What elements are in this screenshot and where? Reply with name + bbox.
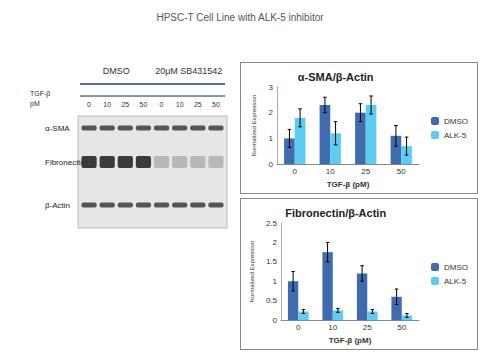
html-text:HPSC-T Cell Line with ALK-5 in: HPSC-T Cell Line with ALK-5 inhibitor — [156, 12, 324, 23]
svg-text:DMSO: DMSO — [103, 66, 130, 76]
svg-text:pM: pM — [30, 100, 40, 108]
svg-text:1: 1 — [269, 134, 274, 143]
svg-text:ALK-5: ALK-5 — [444, 131, 467, 140]
svg-text:10: 10 — [103, 101, 111, 108]
svg-text:1.5: 1.5 — [266, 257, 278, 266]
svg-text:ALK-5: ALK-5 — [444, 277, 467, 286]
svg-text:α-SMA/β-Actin: α-SMA/β-Actin — [298, 71, 374, 83]
svg-text:2: 2 — [269, 108, 274, 117]
svg-text:0: 0 — [296, 323, 301, 332]
svg-text:50: 50 — [212, 101, 220, 108]
svg-text:TGF-β: TGF-β — [30, 90, 50, 98]
svg-text:0: 0 — [273, 316, 278, 325]
svg-text:Fibronectin: Fibronectin — [45, 158, 85, 167]
svg-text:1: 1 — [273, 277, 278, 286]
svg-text:25: 25 — [363, 323, 372, 332]
svg-text:DMSO: DMSO — [444, 263, 468, 272]
svg-text:20μM SB431542: 20μM SB431542 — [155, 66, 222, 76]
svg-text:TGF-β (pM): TGF-β (pM) — [327, 180, 370, 189]
svg-text:10: 10 — [328, 323, 337, 332]
svg-text:TGF-β (pM): TGF-β (pM) — [329, 336, 372, 345]
svg-text:2: 2 — [273, 238, 278, 247]
svg-text:0: 0 — [269, 160, 274, 169]
svg-text:3: 3 — [269, 83, 274, 92]
svg-text:50: 50 — [140, 101, 148, 108]
svg-text:25: 25 — [121, 101, 129, 108]
svg-text:0: 0 — [87, 101, 91, 108]
svg-text:10: 10 — [176, 101, 184, 108]
svg-text:0: 0 — [293, 167, 298, 176]
svg-text:50: 50 — [397, 323, 406, 332]
svg-text:50: 50 — [397, 167, 406, 176]
svg-text:2.5: 2.5 — [266, 219, 278, 228]
svg-text:Normalized Expression: Normalized Expression — [251, 95, 257, 157]
svg-text:DMSO: DMSO — [444, 117, 468, 126]
svg-text:α-SMA: α-SMA — [45, 124, 70, 133]
svg-text:Fibronectin/β-Actin: Fibronectin/β-Actin — [285, 207, 386, 219]
svg-text:0: 0 — [160, 101, 164, 108]
svg-text:25: 25 — [194, 101, 202, 108]
svg-text:10: 10 — [326, 167, 335, 176]
svg-text:Normalized Expression: Normalized Expression — [249, 241, 255, 303]
svg-text:β-Actin: β-Actin — [45, 201, 70, 210]
svg-text:25: 25 — [361, 167, 370, 176]
svg-text:0.5: 0.5 — [266, 296, 278, 305]
